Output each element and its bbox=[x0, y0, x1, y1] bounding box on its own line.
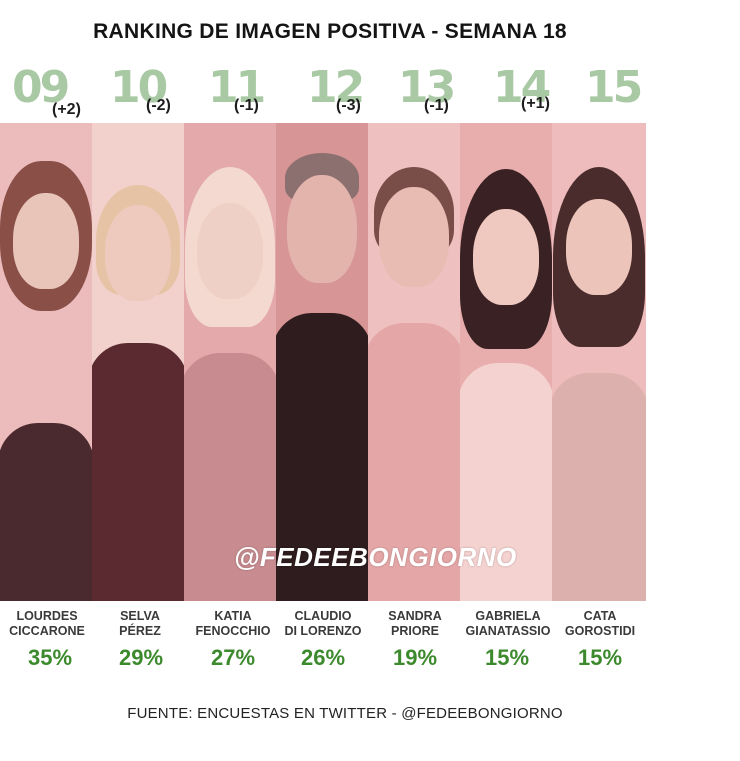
watermark: @FEDEEBONGIORNO bbox=[234, 542, 517, 572]
face-shape bbox=[287, 175, 357, 283]
rank-change: (-2) bbox=[146, 97, 171, 114]
face-shape bbox=[13, 193, 79, 289]
percent-value: 35% bbox=[27, 645, 73, 670]
rank-change: (-1) bbox=[424, 97, 449, 114]
source-footer: FUENTE: ENCUESTAS EN TWITTER - @FEDEEBON… bbox=[127, 705, 563, 722]
participant-name: GABRIELA GIANATASSIO bbox=[465, 609, 551, 638]
face-shape bbox=[379, 187, 449, 287]
outfit-shape bbox=[460, 363, 552, 601]
rank-change: (-3) bbox=[336, 97, 361, 114]
percent-value: 29% bbox=[118, 645, 164, 670]
outfit-shape bbox=[184, 353, 276, 601]
percent-value: 27% bbox=[210, 645, 256, 670]
participant-name: CLAUDIO DI LORENZO bbox=[284, 609, 362, 638]
photo-panel-claudio bbox=[276, 123, 368, 601]
photo-panel-gabriela bbox=[460, 123, 552, 601]
participant-name: CATA GOROSTIDI bbox=[564, 609, 636, 638]
rank-number: 10 bbox=[110, 62, 168, 113]
face-shape bbox=[566, 199, 632, 295]
rank-number: 15 bbox=[585, 62, 643, 113]
face-shape bbox=[473, 209, 539, 305]
participant-name: SELVA PÉREZ bbox=[119, 609, 161, 638]
face-shape bbox=[105, 205, 171, 301]
participant-name: LOURDES CICCARONE bbox=[9, 609, 85, 638]
outfit-shape bbox=[0, 423, 92, 601]
participant-name: KATIA FENOCCHIO bbox=[195, 609, 271, 638]
participant-name: SANDRA PRIORE bbox=[388, 609, 442, 638]
photo-panel-sandra bbox=[368, 123, 460, 601]
photo-panel-cata bbox=[552, 123, 646, 601]
face-shape bbox=[197, 203, 263, 299]
outfit-shape bbox=[368, 323, 460, 601]
rank-number: 14 bbox=[493, 62, 551, 113]
percent-value: 19% bbox=[392, 645, 438, 670]
percent-value: 15% bbox=[577, 645, 623, 670]
outfit-shape bbox=[92, 343, 184, 601]
outfit-shape bbox=[552, 373, 646, 601]
photo-panel-lourdes bbox=[0, 123, 92, 601]
rank-number: 12 bbox=[307, 62, 365, 113]
page-title: RANKING DE IMAGEN POSITIVA - SEMANA 18 bbox=[93, 20, 567, 43]
rank-change: (+2) bbox=[52, 101, 81, 118]
percent-value: 26% bbox=[300, 645, 346, 670]
rank-change: (+1) bbox=[521, 95, 550, 112]
rank-change: (-1) bbox=[234, 97, 259, 114]
rank-number: 09 bbox=[12, 62, 70, 113]
photo-panel-selva bbox=[92, 123, 184, 601]
rank-number: 13 bbox=[398, 62, 456, 113]
percent-value: 15% bbox=[484, 645, 530, 670]
outfit-shape bbox=[276, 313, 368, 601]
rank-number: 11 bbox=[208, 62, 266, 113]
photo-panel-katia bbox=[184, 123, 276, 601]
